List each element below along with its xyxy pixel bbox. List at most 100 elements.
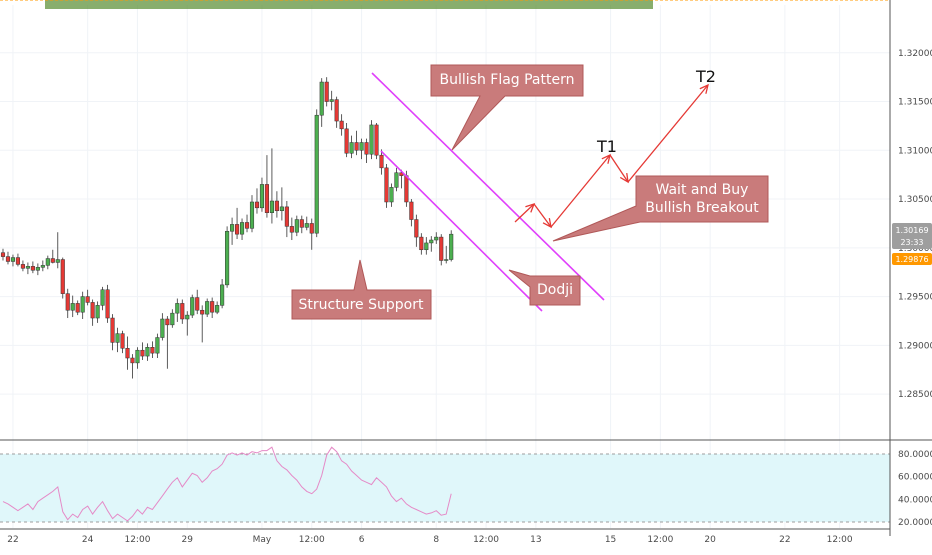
candle-body — [424, 242, 429, 251]
candle-body — [0, 252, 6, 257]
candle-body — [319, 81, 324, 116]
candle-body — [279, 206, 284, 212]
support-zone-rect — [45, 0, 653, 9]
y-tick-label: 1.28500 — [898, 390, 932, 400]
candle-body — [20, 264, 25, 269]
candle-body — [235, 224, 240, 235]
candle-body — [15, 257, 20, 265]
candles — [0, 77, 454, 379]
wait-buy-callout[interactable]: Wait and Buy Bullish Breakout — [552, 175, 769, 242]
candle-body — [65, 293, 70, 311]
dodji-label: Dodji — [537, 282, 573, 298]
projection-segment — [533, 203, 552, 228]
x-tick-label: 12:00 — [299, 535, 325, 545]
candle-body — [155, 337, 160, 354]
candle-body — [304, 223, 309, 228]
support-price-tag: 1.29876 — [892, 253, 932, 265]
rsi-line — [2, 446, 452, 522]
candle-body — [324, 81, 329, 102]
projection-segment — [550, 154, 611, 228]
candle-body — [344, 128, 349, 154]
candle-body — [274, 200, 279, 212]
candle-body — [364, 142, 369, 155]
candle-body — [284, 206, 289, 227]
candle-body — [339, 120, 344, 130]
candle-body — [195, 297, 200, 311]
bullish-flag-label: Bullish Flag Pattern — [440, 72, 575, 88]
candle-body — [190, 297, 195, 316]
candle-body — [170, 312, 175, 326]
candle-body — [135, 349, 140, 364]
candle-body — [374, 124, 379, 156]
candle-body — [50, 258, 55, 263]
y-tick-label: 1.32000 — [898, 49, 932, 59]
candle-body — [60, 259, 65, 294]
price-tags: 1.30169 23:33 1.29876 — [892, 223, 932, 265]
x-tick-label: 12:00 — [827, 535, 853, 545]
candle-body — [439, 236, 444, 261]
candle-body — [25, 266, 30, 269]
candle-body — [40, 265, 45, 268]
candle-body — [100, 289, 105, 306]
candle-body — [384, 167, 389, 203]
candle-body — [55, 259, 60, 263]
candle-body — [150, 347, 155, 354]
candle-body — [95, 305, 100, 319]
dodji-callout[interactable]: Dodji — [508, 269, 581, 306]
structure-support-callout[interactable]: Structure Support — [291, 259, 432, 320]
structure-support-label: Structure Support — [299, 297, 424, 313]
candle-body — [269, 200, 274, 213]
candle-body — [354, 142, 359, 151]
candle-body — [314, 114, 319, 234]
rsi-tick-label: 40.0000 — [898, 495, 932, 505]
candle-body — [294, 219, 299, 233]
candle-body — [449, 233, 454, 260]
candle-body — [409, 201, 414, 220]
candle-body — [254, 201, 260, 209]
candle-body — [389, 187, 394, 203]
candle-body — [259, 184, 265, 209]
x-tick-label: 24 — [82, 535, 94, 545]
candle-body — [5, 256, 11, 262]
flag-upper-line — [371, 72, 605, 301]
candle-body — [80, 296, 85, 313]
support-price-tag-box — [892, 253, 932, 265]
candle-body — [175, 303, 180, 314]
candle-body — [404, 175, 409, 203]
rsi-tick-label: 60.0000 — [898, 473, 932, 483]
x-tick-label: 22 — [779, 535, 790, 545]
bullish-flag-callout-box — [430, 64, 584, 151]
candle-body — [215, 305, 220, 313]
x-tick-label: 29 — [182, 535, 194, 545]
y-tick-label: 1.31000 — [898, 146, 932, 156]
x-tick-label: 22 — [7, 535, 18, 545]
candle-body — [10, 257, 16, 262]
rsi-band — [0, 453, 890, 523]
x-tick-label: 13 — [530, 535, 541, 545]
bullish-flag-callout[interactable]: Bullish Flag Pattern — [430, 64, 584, 151]
candle-body — [239, 222, 245, 235]
candle-body — [359, 142, 364, 151]
x-tick-label: 8 — [433, 535, 439, 545]
candle-body — [220, 284, 225, 306]
support-zone — [0, 0, 890, 9]
y-tick-label: 1.29500 — [898, 293, 932, 303]
x-tick-label: 12:00 — [473, 535, 499, 545]
projection-segment — [627, 84, 709, 183]
rsi-band-fill — [0, 454, 890, 522]
candle-body — [299, 219, 304, 228]
candle-body — [45, 258, 50, 266]
candle-body — [90, 302, 95, 319]
last-price-tag-box — [892, 223, 932, 249]
x-tick-label: 15 — [605, 535, 616, 545]
candle-body — [225, 230, 230, 286]
candle-body — [230, 224, 235, 232]
candle-body — [444, 259, 449, 261]
candle-body — [130, 357, 135, 364]
projection-segment — [514, 203, 535, 223]
candle-body — [244, 222, 250, 229]
x-tick-label: 12:00 — [647, 535, 673, 545]
candle-body — [125, 348, 130, 359]
